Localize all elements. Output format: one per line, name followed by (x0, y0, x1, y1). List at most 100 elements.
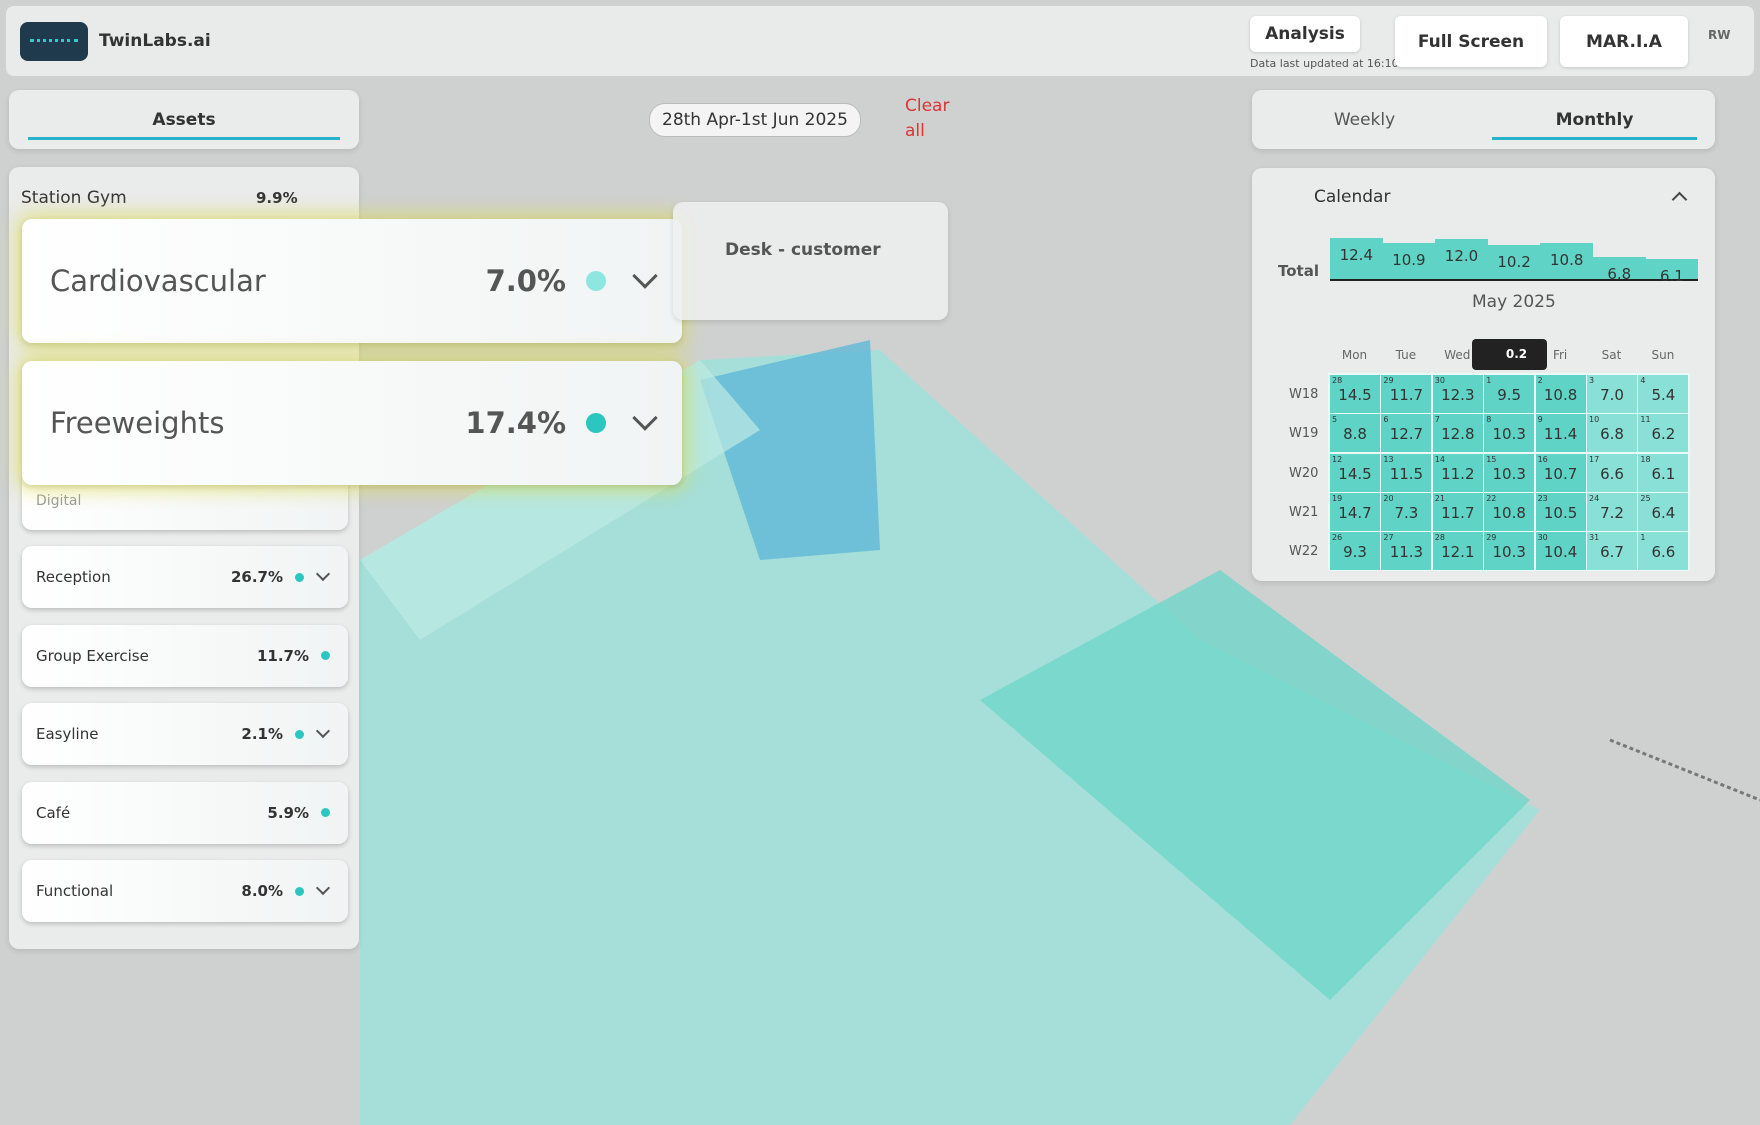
chevron[interactable] (315, 880, 331, 896)
day-number: 2 (1537, 376, 1543, 385)
total-bar: 10.9 (1382, 243, 1436, 279)
chevron[interactable] (632, 263, 658, 289)
tooltip: 0.2 (1472, 339, 1547, 370)
day-cell[interactable]: 15 10.3 (1484, 453, 1535, 492)
day-cell[interactable]: 5 8.8 (1330, 414, 1380, 453)
day-cell[interactable]: 8 10.3 (1484, 414, 1535, 453)
day-number: 10 (1589, 415, 1600, 425)
asset-value: 26.7% (230, 568, 283, 586)
day-cell[interactable]: 19 14.7 (1330, 492, 1380, 531)
day-number: 30 (1537, 533, 1548, 543)
day-cell[interactable]: 31 6.7 (1587, 532, 1637, 571)
featured-card[interactable]: Freeweights 17.4% (22, 361, 682, 485)
day-cell[interactable]: 1 6.6 (1638, 532, 1689, 571)
day-value: 7.3 (1394, 503, 1419, 522)
user-button[interactable]: MAR.I.A (1560, 16, 1688, 67)
day-number: 4 (1640, 376, 1646, 385)
featured-name: Cardiovascular (50, 264, 266, 298)
asset-card[interactable]: Reception 26.7% (22, 546, 348, 608)
chevron[interactable] (315, 723, 331, 739)
chevron[interactable] (632, 405, 658, 431)
day-value: 10.3 (1492, 425, 1526, 444)
logo[interactable] (20, 22, 88, 61)
day-cell[interactable]: 13 11.5 (1381, 453, 1432, 492)
asset-card[interactable]: Group Exercise 11.7% (22, 624, 348, 687)
week-label: W18 (1289, 387, 1319, 402)
featured-value: 7.0% (485, 264, 566, 298)
day-number: 27 (1383, 533, 1394, 543)
day-cell[interactable]: 7 12.8 (1432, 414, 1483, 453)
day-cell[interactable]: 28 14.5 (1330, 375, 1380, 413)
day-number: 17 (1589, 454, 1600, 464)
fullscreen-button[interactable]: Full Screen (1395, 16, 1547, 67)
status-dot (586, 271, 606, 291)
popup: Desk - customer (673, 202, 948, 320)
day-cell[interactable]: 6 12.7 (1381, 414, 1432, 453)
day-cell[interactable]: 18 6.1 (1638, 453, 1689, 492)
day-cell[interactable]: 9 11.4 (1535, 414, 1586, 453)
day-cell[interactable]: 30 10.4 (1535, 532, 1586, 571)
day-number: 15 (1486, 454, 1497, 464)
day-cell[interactable]: 23 10.5 (1535, 492, 1586, 531)
day-cell[interactable]: 22 10.8 (1484, 492, 1535, 531)
day-cell[interactable]: 3 7.0 (1587, 375, 1637, 413)
day-cell[interactable]: 24 7.2 (1587, 492, 1637, 531)
day-value: 11.7 (1389, 386, 1424, 404)
day-cell[interactable]: 25 6.4 (1638, 492, 1689, 531)
day-cell[interactable]: 12 14.5 (1330, 453, 1380, 492)
day-number: 23 (1537, 493, 1548, 503)
asset-name: Reception (36, 568, 111, 586)
total-bar: 10.2 (1487, 245, 1541, 279)
asset-card[interactable]: Café 5.9% (22, 781, 348, 844)
view-tab[interactable]: Monthly (1492, 106, 1697, 140)
assets-tab[interactable]: Assets (28, 106, 340, 140)
asset-card[interactable]: Functional 8.0% (22, 860, 348, 922)
clear-all[interactable]: Clear all (905, 96, 950, 141)
day-cell[interactable]: 10 6.8 (1587, 414, 1637, 453)
asset-value: 2.1% (241, 725, 283, 743)
day-cell[interactable]: 29 10.3 (1484, 532, 1535, 571)
day-cell[interactable]: 16 10.7 (1535, 453, 1586, 492)
day-cell[interactable]: 14 11.2 (1432, 453, 1483, 492)
day-cell[interactable]: 29 11.7 (1381, 375, 1432, 413)
chevron[interactable] (315, 566, 331, 582)
day-cell[interactable]: 1 9.5 (1484, 375, 1535, 413)
day-number: 1 (1640, 533, 1646, 543)
view-select[interactable]: Analysis (1250, 16, 1360, 52)
day-cell[interactable]: 17 6.6 (1587, 453, 1637, 492)
brand[interactable]: TwinLabs.ai (99, 31, 211, 51)
total-baseline (1330, 279, 1698, 281)
day-cell[interactable]: 20 7.3 (1381, 492, 1432, 531)
view-tab[interactable]: Weekly (1333, 110, 1396, 130)
day-value: 14.5 (1338, 464, 1372, 483)
status-dot (586, 413, 606, 433)
initials[interactable]: RW (1708, 28, 1731, 42)
site-name[interactable]: Station Gym (21, 188, 127, 208)
status-dot (295, 729, 304, 739)
day-cell[interactable]: 4 5.4 (1638, 375, 1689, 413)
total-bar: 6.8 (1593, 256, 1646, 283)
day-cell[interactable]: 11 6.2 (1638, 414, 1689, 453)
day-value: 11.4 (1543, 425, 1578, 444)
day-value: 7.2 (1600, 503, 1624, 522)
day-number: 14 (1434, 454, 1445, 464)
day-number: 28 (1434, 533, 1445, 543)
day-cell[interactable]: 21 11.7 (1432, 492, 1483, 531)
day-value: 6.7 (1600, 543, 1624, 562)
day-value: 11.2 (1441, 464, 1475, 483)
weekday: Sat (1601, 348, 1622, 362)
featured-value: 17.4% (465, 406, 566, 440)
asset-card[interactable]: Easyline 2.1% (22, 703, 348, 765)
day-cell[interactable]: 30 12.3 (1432, 375, 1483, 413)
date-chip[interactable]: 28th Apr-1st Jun 2025 (649, 103, 861, 137)
day-value: 6.4 (1651, 503, 1676, 522)
featured-card[interactable]: Cardiovascular 7.0% (22, 219, 682, 343)
day-number: 29 (1486, 533, 1497, 543)
day-cell[interactable]: 2 10.8 (1535, 375, 1586, 413)
day-cell[interactable]: 28 12.1 (1432, 532, 1483, 571)
day-number: 9 (1537, 415, 1543, 425)
day-cell[interactable]: 26 9.3 (1330, 532, 1380, 571)
day-cell[interactable]: 27 11.3 (1381, 532, 1432, 571)
status-dot (321, 808, 330, 817)
